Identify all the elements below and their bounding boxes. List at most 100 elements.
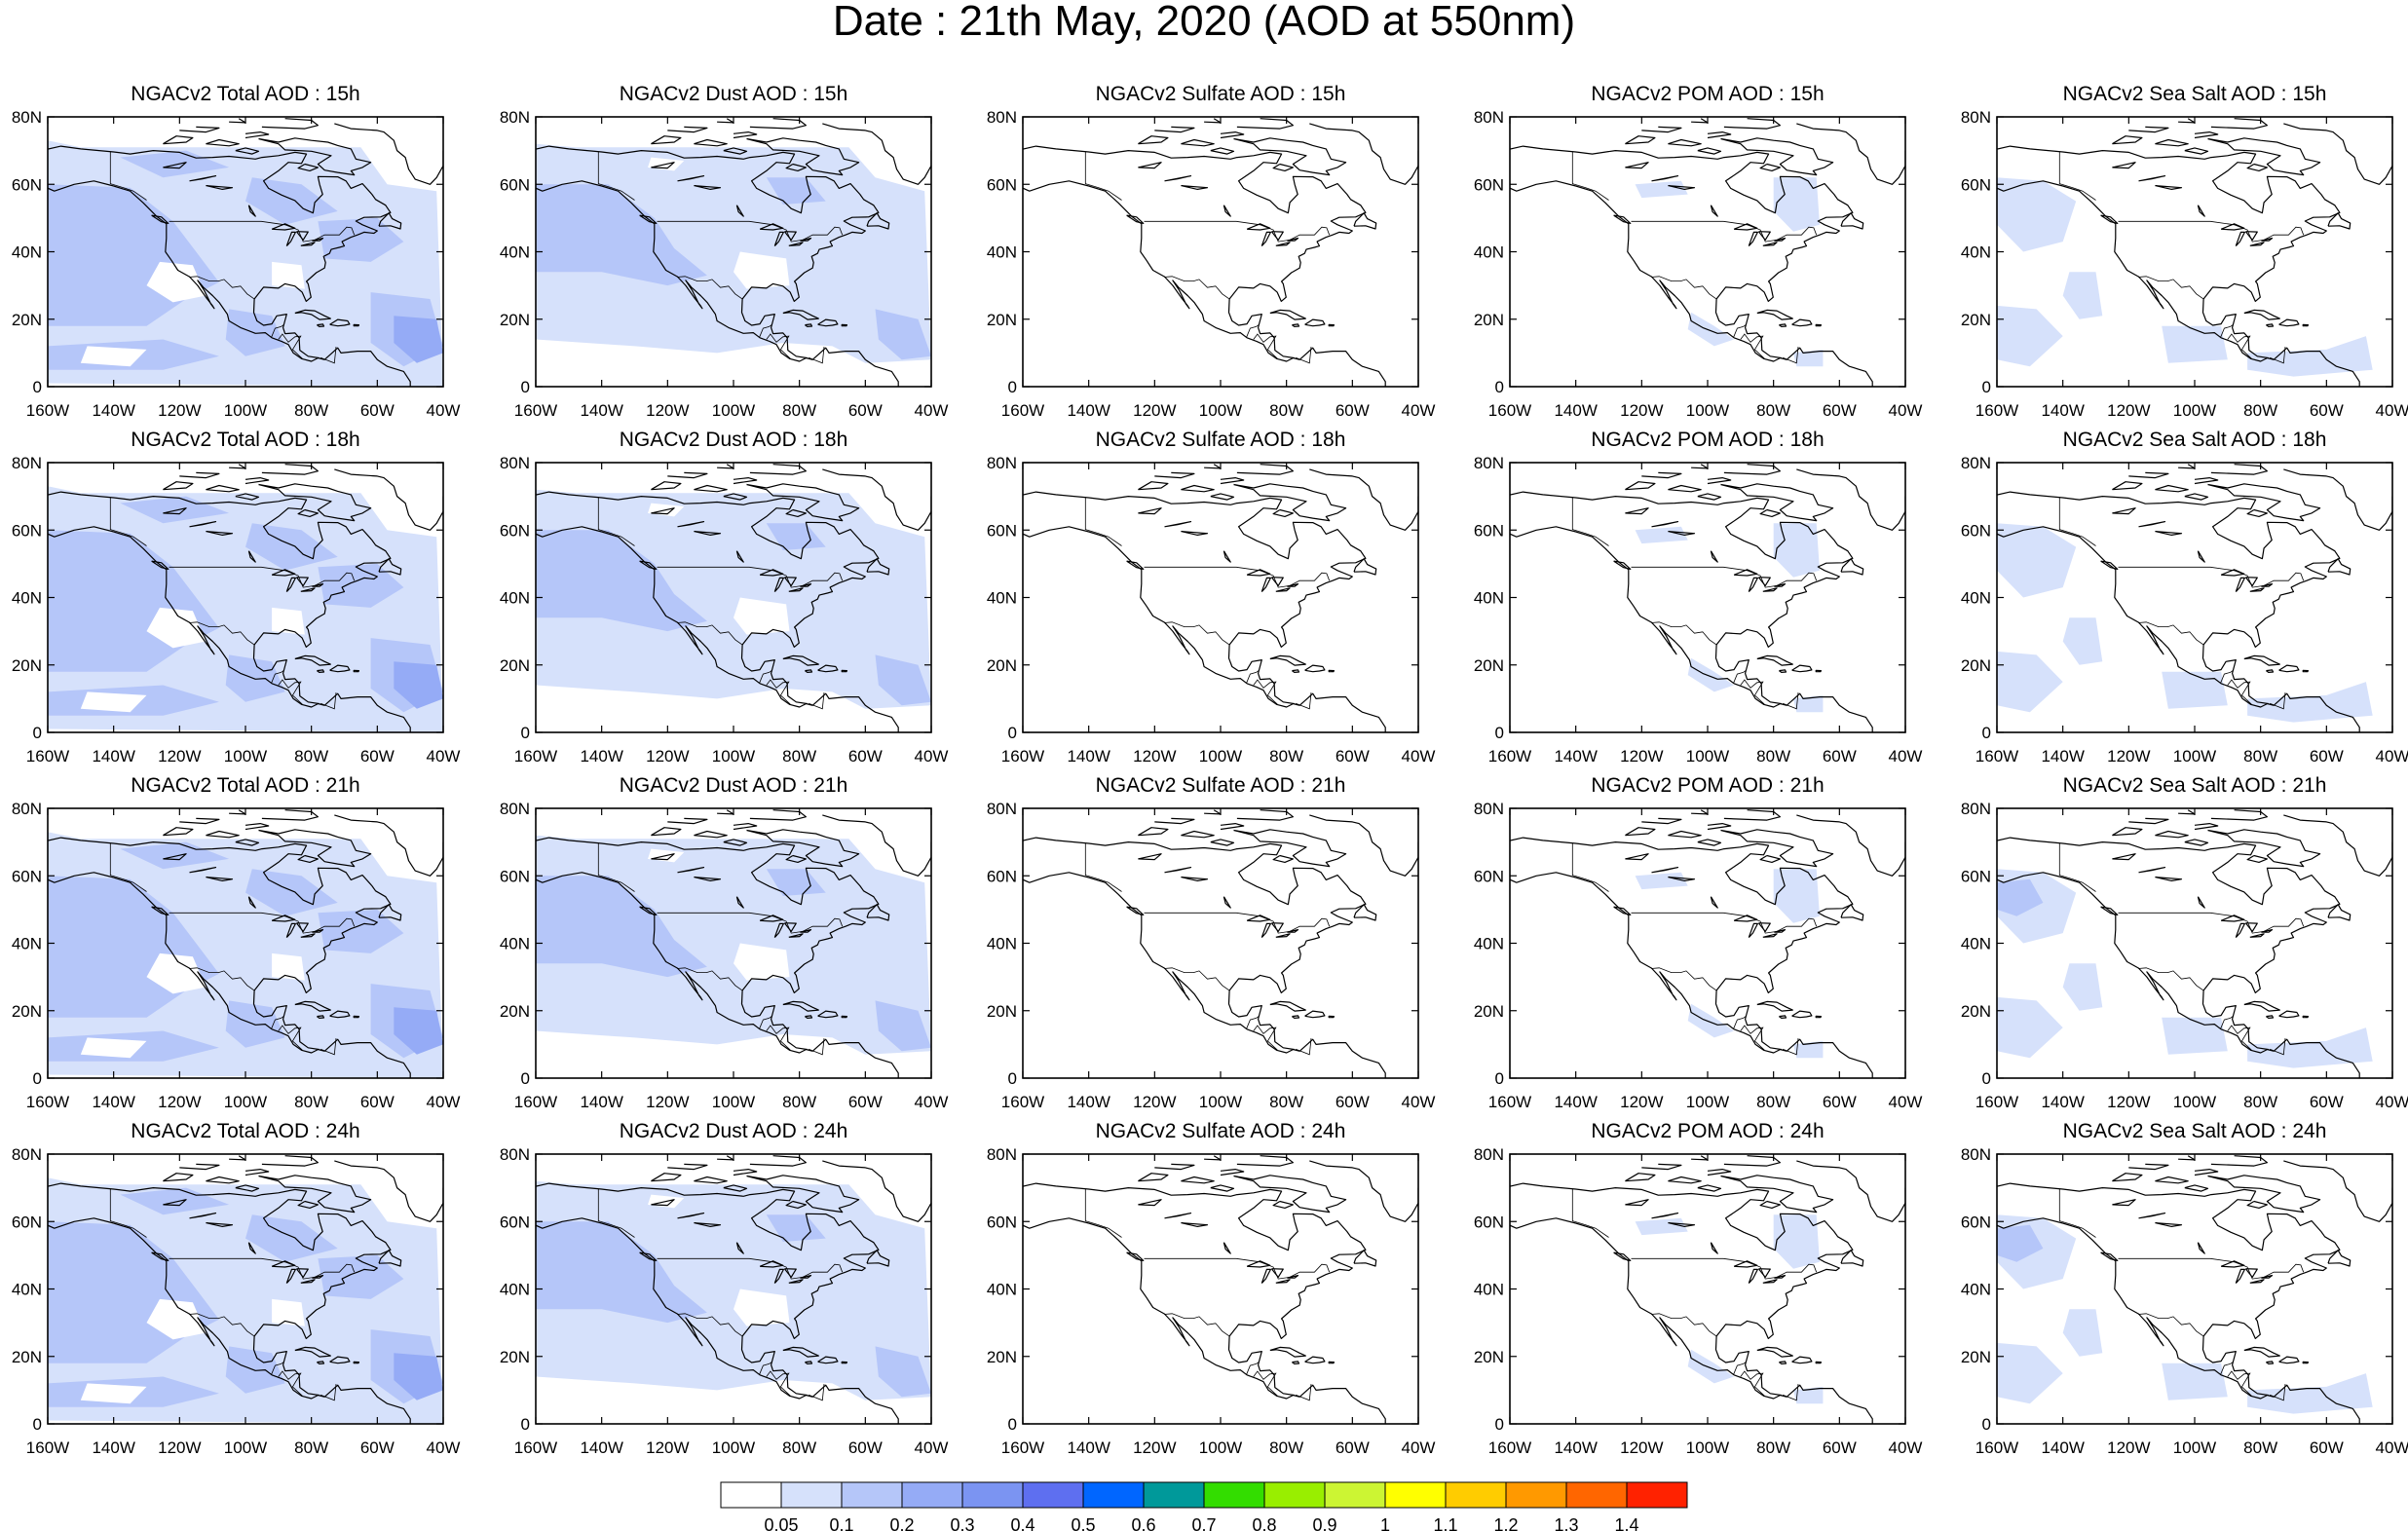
arctic-island-outline: [2184, 839, 2209, 846]
coastline-atlantic: [1023, 837, 1367, 1051]
lake-outline: [2249, 1279, 2265, 1284]
island-outline: [329, 1010, 351, 1019]
lake-outline: [651, 1199, 675, 1207]
country-border: [1631, 566, 1818, 588]
y-tick-label: 80N: [1474, 1145, 1504, 1164]
lake-outline: [773, 231, 784, 247]
x-tick-label: 160W: [26, 747, 69, 766]
arctic-island-outline: [1233, 1175, 1347, 1214]
coastline-atlantic: [536, 837, 880, 1051]
y-tick-label: 80N: [1474, 800, 1504, 818]
colorbar-label: 0.05: [764, 1515, 798, 1531]
island-outline: [805, 669, 813, 673]
island-outline: [866, 212, 890, 230]
greenland-coast: [334, 814, 443, 877]
aod-field-region: [2247, 1373, 2373, 1414]
arctic-island-outline: [2210, 809, 2268, 821]
arctic-island-outline: [1210, 493, 1235, 501]
panel-title: NGACv2 Sulfate AOD : 15h: [1095, 83, 1346, 105]
arctic-island-outline: [1625, 827, 1656, 837]
country-border: [2118, 566, 2305, 588]
island-outline: [1613, 214, 1632, 225]
island-outline: [639, 560, 658, 571]
colorbar-label: 0.1: [829, 1515, 853, 1531]
y-tick-label: 20N: [500, 311, 530, 329]
arctic-island-outline: [1181, 484, 1215, 493]
x-tick-label: 140W: [1067, 401, 1110, 420]
country-border: [271, 669, 284, 684]
colorbar-swatch: [841, 1481, 903, 1509]
country-border: [109, 843, 147, 892]
lake-outline: [300, 587, 316, 592]
arctic-island-outline: [749, 464, 807, 475]
x-tick-label: 140W: [2041, 401, 2084, 420]
lake-outline: [1762, 933, 1778, 938]
map-svg: 160W 140W 120W 100W 80W 60W 40W 0 20N 40N 60N 80N: [500, 454, 949, 766]
country-border: [1295, 1384, 1312, 1401]
coastline-pacific: [1997, 526, 2360, 732]
country-border: [2220, 323, 2234, 338]
greenland-coast: [334, 123, 443, 185]
lake-outline: [677, 520, 705, 528]
island-outline: [1815, 1361, 1822, 1364]
panel-title: NGACv2 Dust AOD : 18h: [619, 429, 848, 451]
lake-outline: [694, 1222, 722, 1228]
colorbar-label: 0.2: [889, 1515, 914, 1531]
y-tick-label: 20N: [1474, 1002, 1504, 1021]
colorbar-label: 1.2: [1493, 1515, 1518, 1531]
y-tick-label: 20N: [1961, 1002, 1991, 1021]
island-outline: [841, 1361, 847, 1364]
x-tick-label: 60W: [848, 1093, 883, 1111]
lake-outline: [759, 223, 784, 231]
lake-outline: [677, 174, 705, 182]
island-outline: [2243, 1346, 2280, 1358]
coastline-atlantic: [1997, 1182, 2341, 1397]
aod-field-region: [536, 1221, 707, 1324]
aod-field-region: [2247, 682, 2373, 723]
lake-outline: [1748, 577, 1758, 593]
arctic-island-outline: [1723, 118, 1781, 130]
country-border: [320, 692, 337, 710]
aod-field-region: [1793, 349, 1824, 367]
x-tick-label: 100W: [1686, 401, 1729, 420]
lake-outline: [1246, 223, 1271, 231]
lake-outline: [2155, 1222, 2183, 1228]
island-outline: [639, 214, 658, 225]
lake-outline: [295, 231, 309, 242]
aod-field-region: [225, 309, 285, 356]
y-tick-label: 0: [521, 724, 530, 742]
country-border: [320, 347, 337, 364]
x-tick-label: 160W: [26, 1438, 69, 1457]
lake-outline: [189, 520, 217, 528]
y-tick-label: 0: [33, 724, 42, 742]
aod-field-region: [272, 261, 305, 289]
coastline-pacific: [1023, 526, 1386, 732]
aod-field-region: [1793, 1386, 1824, 1404]
colorbar-swatch: [780, 1481, 843, 1509]
lake-outline: [677, 866, 705, 874]
lake-outline: [1710, 1242, 1718, 1254]
y-tick-label: 40N: [987, 1281, 1017, 1299]
country-border: [169, 1257, 356, 1280]
aod-field-region: [80, 346, 147, 367]
arctic-island-outline: [2210, 118, 2268, 130]
country-border: [2220, 1015, 2234, 1029]
x-tick-label: 40W: [2376, 747, 2408, 766]
aod-field-region: [318, 217, 404, 262]
arctic-island-outline: [2112, 827, 2143, 837]
island-outline: [2266, 1015, 2275, 1019]
arctic-island-outline: [261, 1155, 319, 1167]
lake-outline: [1733, 223, 1758, 231]
lake-outline: [1164, 866, 1192, 874]
country-border: [2269, 1384, 2286, 1401]
panel-title: NGACv2 Total AOD : 15h: [131, 83, 360, 105]
lake-outline: [1287, 928, 1299, 933]
arctic-island-outline: [163, 135, 194, 145]
arctic-island-outline: [2184, 1184, 2209, 1192]
island-outline: [2278, 1356, 2300, 1364]
lake-outline: [163, 507, 187, 515]
lake-outline: [1710, 205, 1718, 217]
x-tick-label: 140W: [1067, 1438, 1110, 1457]
arctic-island-outline: [749, 118, 807, 130]
map-panel-total-18h: NGACv2 Total AOD : 18h 160W 140W 120W 100W 80…: [0, 429, 492, 771]
